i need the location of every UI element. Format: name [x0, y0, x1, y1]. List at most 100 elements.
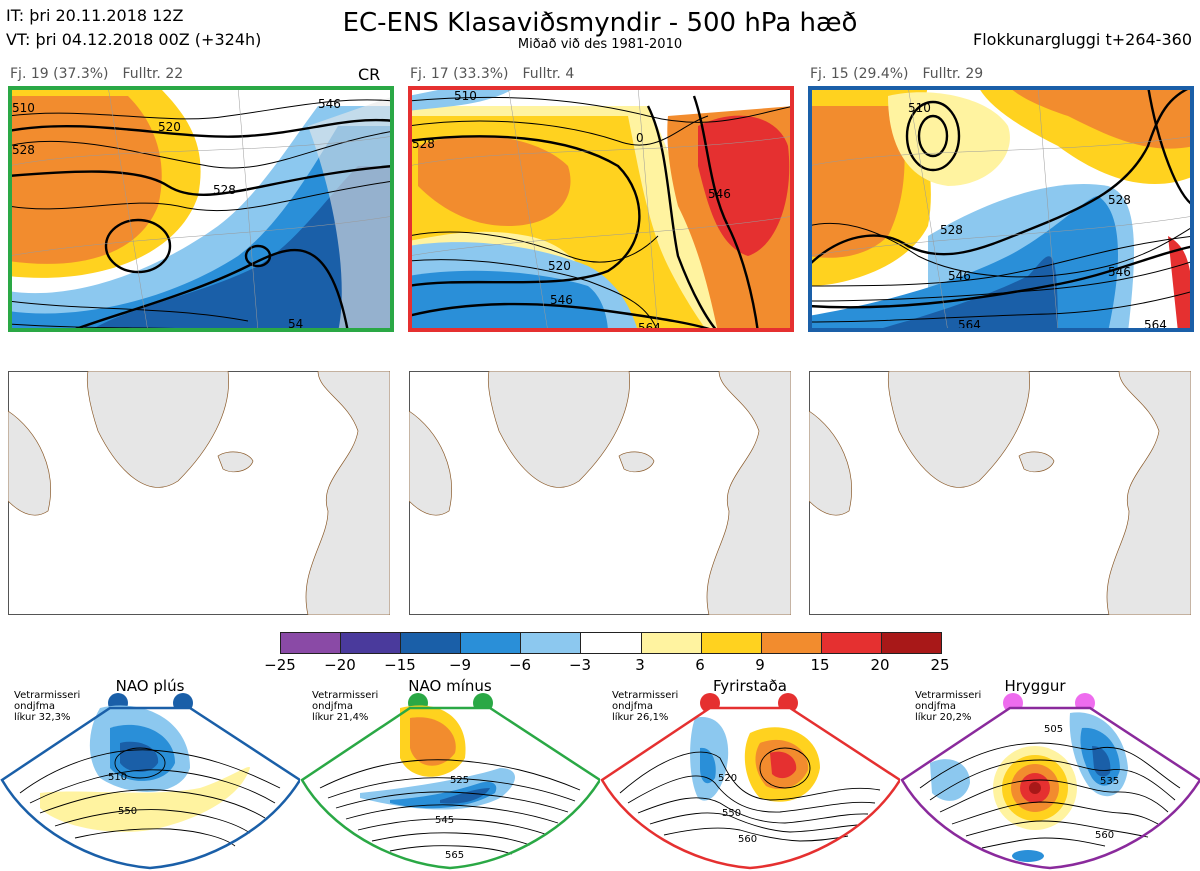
- regime-3-months: ondjfma: [612, 701, 653, 712]
- cluster-2-contour-label: 510: [454, 89, 477, 103]
- cluster-1-representative: Fulltr. 22: [122, 66, 184, 82]
- cluster-3-anomaly-map: 510 528 528 546 546 564 564: [808, 86, 1194, 332]
- colorbar-tick: 25: [930, 656, 950, 674]
- regime-2-title: NAO mínus: [408, 677, 492, 695]
- colorbar-tick: 6: [695, 656, 705, 674]
- initial-time: IT: þri 20.11.2018 12Z: [6, 6, 184, 25]
- regime-4-probability: líkur 20,2%: [915, 712, 972, 723]
- colorbar-tick: 20: [870, 656, 890, 674]
- colorbar-tick: 15: [810, 656, 830, 674]
- cluster-2-label: Fj. 17 (33.3%) Fulltr. 4: [410, 66, 588, 82]
- valid-time: VT: þri 04.12.2018 00Z (+324h): [6, 30, 262, 49]
- regime-3-probability: líkur 26,1%: [612, 712, 669, 723]
- colorbar-tick: 9: [755, 656, 765, 674]
- regime-2-map: 525 545 565: [300, 693, 600, 870]
- cluster-2-contour-label: 520: [548, 259, 571, 273]
- regime-4-stats: Vetrarmisseri ondjfma líkur 20,2%: [915, 690, 981, 723]
- colorbar-swatch: [401, 633, 462, 653]
- page-title: EC-ENS Klasaviðsmyndir - 500 hPa hæð: [342, 8, 858, 38]
- cluster-2-contour-label: 564: [638, 321, 661, 332]
- cluster-3-representative: Fulltr. 29: [922, 66, 984, 82]
- run-info: IT: þri 20.11.2018 12Z VT: þri 04.12.201…: [6, 4, 261, 52]
- regime-4-months: ondjfma: [915, 701, 956, 712]
- cluster-1-contour-label: 54: [288, 317, 303, 331]
- colorbar-swatch: [581, 633, 642, 653]
- cluster-1-anomaly-map: 510 520 528 528 546 54: [8, 86, 394, 332]
- colorbar-tick: −3: [568, 656, 592, 674]
- cluster-1-fraction: Fj. 19 (37.3%): [10, 66, 109, 82]
- cluster-2-contour-label: 0: [636, 131, 644, 145]
- cluster-3-contour-label: 528: [940, 223, 963, 237]
- cluster-2-anomaly-map: 510 520 528 0 546 546 564: [408, 86, 794, 332]
- regime-2-stats: Vetrarmisseri ondjfma líkur 21,4%: [312, 690, 378, 723]
- regime-3-title: Fyrirstaða: [713, 677, 787, 695]
- colorbar-tick: −6: [508, 656, 532, 674]
- cluster-2-contour-label: 528: [412, 137, 435, 151]
- regime-1-contour-label: 510: [108, 772, 127, 783]
- colorbar-swatch: [281, 633, 342, 653]
- title-block: EC-ENS Klasaviðsmyndir - 500 hPa hæð Mið…: [300, 8, 900, 52]
- cluster-3-contour-label: 528: [1108, 193, 1131, 207]
- colorbar-tick: −15: [384, 656, 416, 674]
- regime-4-contour-label: 535: [1100, 776, 1119, 787]
- regime-1-stats: Vetrarmisseri ondjfma líkur 32,3%: [14, 690, 80, 723]
- classification-window: Flokkunargluggi t+264-360: [973, 30, 1192, 49]
- colorbar-swatch: [461, 633, 522, 653]
- regime-1-probability: líkur 32,3%: [14, 712, 71, 723]
- cluster-1-contour-label: 528: [213, 183, 236, 197]
- regime-1-months: ondjfma: [14, 701, 55, 712]
- cluster-1-tag: CR: [358, 65, 381, 84]
- regime-1-title: NAO plús: [115, 677, 185, 695]
- cluster-2-contour-label: 546: [708, 187, 731, 201]
- colorbar-tick: −9: [448, 656, 472, 674]
- base-map-2: [409, 371, 791, 615]
- regime-4-contour-label: 505: [1044, 724, 1063, 735]
- regime-4-contour-label: 560: [1095, 830, 1114, 841]
- cluster-2-contour-label: 546: [550, 293, 573, 307]
- regime-2-contour-label: 545: [435, 815, 454, 826]
- regime-2-contour-label: 565: [445, 850, 464, 861]
- cluster-3-contour-label: 510: [908, 101, 931, 115]
- colorbar-swatch: [521, 633, 582, 653]
- anomaly-colorbar: [280, 632, 942, 654]
- regime-4-map: 505 535 560: [900, 693, 1200, 870]
- colorbar-tick: −20: [324, 656, 356, 674]
- cluster-3-fraction: Fj. 15 (29.4%): [810, 66, 909, 82]
- regime-3-season: Vetrarmisseri: [612, 690, 679, 701]
- regime-2-season: Vetrarmisseri: [312, 690, 379, 701]
- regime-2-contour-label: 525: [450, 775, 469, 786]
- regime-3-contour-label: 560: [738, 834, 757, 845]
- regime-3-map: 520 550 560: [600, 693, 900, 870]
- cluster-2-fraction: Fj. 17 (33.3%): [410, 66, 509, 82]
- regime-3-contour-label: 520: [718, 773, 737, 784]
- cluster-3-contour-label: 546: [1108, 265, 1131, 279]
- colorbar-swatch: [761, 633, 822, 653]
- regime-4-title: Hryggur: [1004, 677, 1066, 695]
- cluster-3-contour-label: 546: [948, 269, 971, 283]
- colorbar-tick: −25: [264, 656, 296, 674]
- regime-1-season: Vetrarmisseri: [14, 690, 81, 701]
- cluster-1-contour-label: 528: [12, 143, 35, 157]
- colorbar-swatch: [701, 633, 762, 653]
- regime-1-contour-label: 550: [118, 806, 137, 817]
- cluster-1-contour-label: 546: [318, 97, 341, 111]
- cluster-1-contour-label: 510: [12, 101, 35, 115]
- cluster-1-label: Fj. 19 (37.3%) Fulltr. 22: [10, 66, 197, 82]
- colorbar-tick: 3: [635, 656, 645, 674]
- cluster-2-representative: Fulltr. 4: [522, 66, 575, 82]
- colorbar-swatch: [641, 633, 702, 653]
- regime-2-months: ondjfma: [312, 701, 353, 712]
- base-map-3: [809, 371, 1191, 615]
- regime-2-probability: líkur 21,4%: [312, 712, 369, 723]
- colorbar-swatch: [881, 633, 942, 653]
- base-map-1: [8, 371, 390, 615]
- regime-4-season: Vetrarmisseri: [915, 690, 982, 701]
- regime-1-map: 510 550: [0, 693, 300, 870]
- regime-3-stats: Vetrarmisseri ondjfma líkur 26,1%: [612, 690, 678, 723]
- regime-3-contour-label: 550: [722, 808, 741, 819]
- colorbar-swatch: [341, 633, 402, 653]
- cluster-1-contour-label: 520: [158, 120, 181, 134]
- colorbar-swatch: [821, 633, 882, 653]
- cluster-3-label: Fj. 15 (29.4%) Fulltr. 29: [810, 66, 997, 82]
- page-subtitle: Miðað við des 1981-2010: [517, 37, 683, 52]
